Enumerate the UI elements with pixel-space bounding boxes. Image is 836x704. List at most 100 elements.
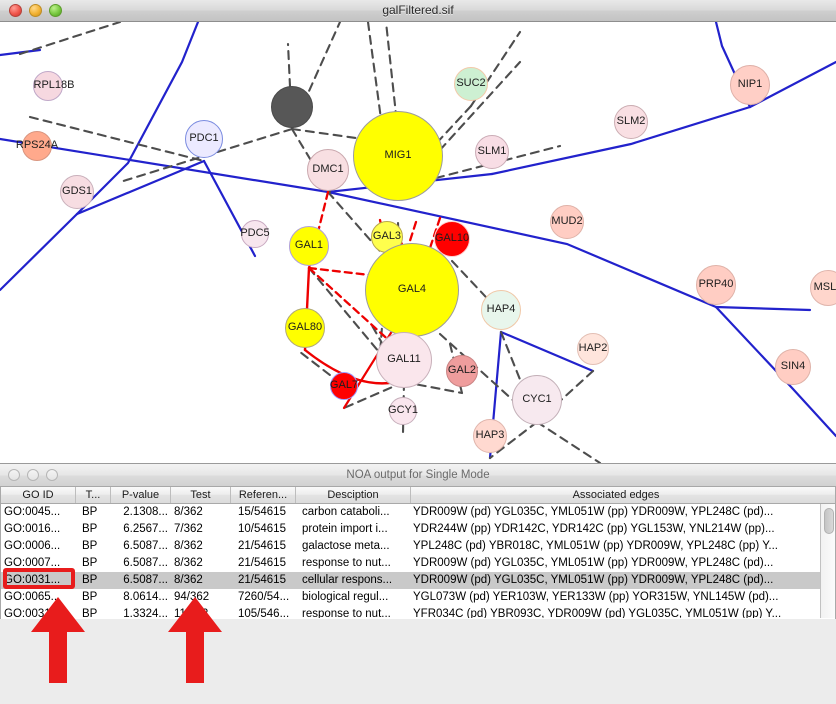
cell-ref[interactable]: 10/54615: [238, 523, 286, 535]
network-node[interactable]: [454, 67, 488, 101]
cell-ref[interactable]: 21/54615: [238, 574, 286, 586]
minimize-button[interactable]: [29, 4, 42, 17]
cell-go_id[interactable]: GO:0006...: [4, 540, 61, 552]
network-node[interactable]: [550, 205, 584, 239]
cell-pvalue[interactable]: 8.0614...: [123, 591, 168, 603]
network-node[interactable]: [22, 131, 52, 161]
column-header-pvalue[interactable]: P-value: [111, 487, 171, 503]
cell-edges[interactable]: YDR009W (pd) YGL035C, YML051W (pp) YDR00…: [413, 574, 774, 586]
cell-pvalue[interactable]: 2.1308...: [123, 506, 168, 518]
network-node[interactable]: [475, 135, 509, 169]
scrollbar-thumb[interactable]: [824, 508, 834, 534]
network-node[interactable]: [365, 243, 459, 337]
cell-type[interactable]: BP: [82, 608, 98, 618]
cell-pvalue[interactable]: 6.5087...: [123, 540, 168, 552]
cell-test[interactable]: 8/362: [174, 506, 203, 518]
cell-ref[interactable]: 7260/54...: [238, 591, 290, 603]
cell-edges[interactable]: YDR244W (pp) YDR142C, YDR142C (pp) YGL15…: [413, 523, 775, 535]
cell-ref[interactable]: 15/54615: [238, 506, 286, 518]
table-row[interactable]: GO:0045... BP 2.1308... 8/362 15/54615 carbon…: [1, 504, 821, 521]
table-row[interactable]: GO:0031... BP 1.3324... 11/362 105/546... res…: [1, 606, 821, 618]
cell-type[interactable]: BP: [82, 574, 98, 586]
cell-go_id[interactable]: GO:0016...: [4, 523, 61, 535]
cell-test[interactable]: 8/362: [174, 574, 203, 586]
network-node[interactable]: [289, 226, 329, 266]
cell-pvalue[interactable]: 6.2567...: [123, 523, 168, 535]
cell-ref[interactable]: 21/54615: [238, 557, 286, 569]
cell-edges[interactable]: YDR009W (pd) YGL035C, YML051W (pp) YDR00…: [413, 557, 774, 569]
network-node[interactable]: [481, 290, 521, 330]
network-node[interactable]: [330, 372, 358, 400]
network-node[interactable]: [241, 220, 269, 248]
network-node[interactable]: [60, 175, 94, 209]
network-node[interactable]: [446, 355, 478, 387]
cell-desc[interactable]: carbon cataboli...: [302, 506, 390, 518]
close-button[interactable]: [9, 4, 22, 17]
table-vertical-scrollbar[interactable]: [820, 504, 835, 618]
close-button[interactable]: [8, 469, 20, 481]
cell-desc[interactable]: cellular respons...: [302, 574, 393, 586]
table-row[interactable]: GO:0031... BP 6.5087... 8/362 21/54615 cellul…: [1, 572, 821, 589]
zoom-button[interactable]: [46, 469, 58, 481]
network-node[interactable]: [353, 111, 443, 201]
cell-test[interactable]: 94/362: [174, 591, 210, 603]
network-node[interactable]: [614, 105, 648, 139]
network-node[interactable]: [810, 270, 836, 306]
network-node[interactable]: [577, 333, 609, 365]
network-node[interactable]: [512, 375, 562, 425]
network-node[interactable]: [434, 221, 470, 257]
cell-pvalue[interactable]: 1.3324...: [123, 608, 168, 618]
cell-ref[interactable]: 105/546...: [238, 608, 290, 618]
network-node[interactable]: [33, 71, 63, 101]
column-header-type[interactable]: T...: [76, 487, 111, 503]
cell-type[interactable]: BP: [82, 557, 98, 569]
table-row[interactable]: GO:0006... BP 6.5087... 8/362 21/54615 galact…: [1, 538, 821, 555]
cell-pvalue[interactable]: 6.5087...: [123, 557, 168, 569]
cell-go_id[interactable]: GO:0045...: [4, 506, 61, 518]
cell-edges[interactable]: YFR034C (pd) YBR093C, YDR009W (pd) YGL03…: [413, 608, 782, 618]
zoom-button[interactable]: [49, 4, 62, 17]
cell-ref[interactable]: 21/54615: [238, 540, 286, 552]
network-node[interactable]: [389, 397, 417, 425]
cell-edges[interactable]: YPL248C (pd) YBR018C, YML051W (pp) YDR00…: [413, 540, 779, 552]
column-header-go_id[interactable]: GO ID: [1, 487, 76, 503]
cell-desc[interactable]: biological regul...: [302, 591, 389, 603]
cell-edges[interactable]: YDR009W (pd) YGL035C, YML051W (pp) YDR00…: [413, 506, 774, 518]
network-node[interactable]: [730, 65, 770, 105]
column-header-desc[interactable]: Desciption: [296, 487, 411, 503]
cell-desc[interactable]: protein import i...: [302, 523, 388, 535]
network-node[interactable]: [185, 120, 223, 158]
results-table[interactable]: GO ID T... P-value Test Referen... Desciption…: [0, 487, 836, 619]
cell-go_id[interactable]: GO:0031...: [4, 608, 61, 618]
cell-type[interactable]: BP: [82, 591, 98, 603]
minimize-button[interactable]: [27, 469, 39, 481]
cell-type[interactable]: BP: [82, 540, 98, 552]
table-row[interactable]: GO:0007... BP 6.5087... 8/362 21/54615 respon…: [1, 555, 821, 572]
cell-test[interactable]: 8/362: [174, 557, 203, 569]
table-body[interactable]: GO:0045... BP 2.1308... 8/362 15/54615 carbon…: [1, 504, 821, 618]
network-node[interactable]: [696, 265, 736, 305]
network-node[interactable]: [271, 86, 313, 128]
cell-test[interactable]: 11/362: [174, 608, 209, 618]
cell-type[interactable]: BP: [82, 506, 98, 518]
network-node[interactable]: [376, 332, 432, 388]
network-node[interactable]: [775, 349, 811, 385]
table-row[interactable]: GO:0065... BP 8.0614... 94/362 7260/54... bio…: [1, 589, 821, 606]
cell-test[interactable]: 7/362: [174, 523, 203, 535]
table-row[interactable]: GO:0016... BP 6.2567... 7/362 10/54615 protei…: [1, 521, 821, 538]
network-node[interactable]: [473, 419, 507, 453]
cell-test[interactable]: 8/362: [174, 540, 203, 552]
network-node[interactable]: [307, 149, 349, 191]
cell-desc[interactable]: response to nut...: [302, 557, 391, 569]
cell-desc[interactable]: galactose meta...: [302, 540, 390, 552]
network-node[interactable]: [285, 308, 325, 348]
cell-pvalue[interactable]: 6.5087...: [123, 574, 168, 586]
column-header-test[interactable]: Test: [171, 487, 231, 503]
cell-desc[interactable]: response to nut...: [302, 608, 391, 618]
cell-type[interactable]: BP: [82, 523, 98, 535]
cell-go_id[interactable]: GO:0031...: [4, 574, 61, 586]
cell-edges[interactable]: YGL073W (pd) YER103W, YER133W (pp) YOR31…: [413, 591, 779, 603]
cell-go_id[interactable]: GO:0065...: [4, 591, 61, 603]
column-header-edges[interactable]: Associated edges: [572, 489, 660, 501]
cell-go_id[interactable]: GO:0007...: [4, 557, 61, 569]
